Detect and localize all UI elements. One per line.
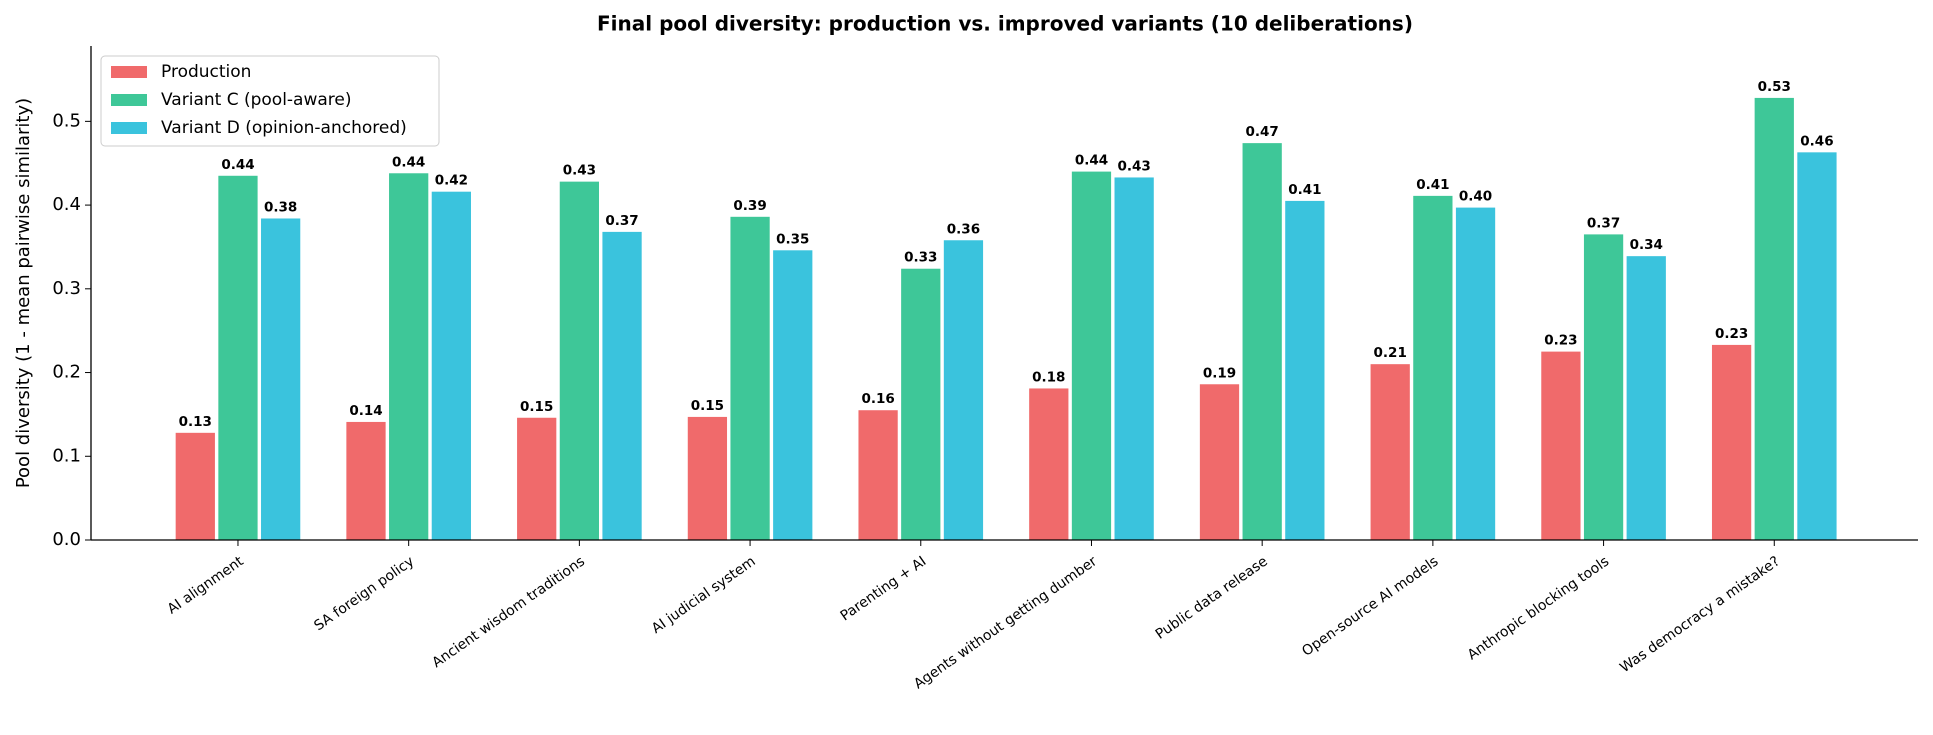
x-tick-label: Open-source AI models <box>1299 553 1441 659</box>
bar <box>1583 234 1624 540</box>
value-label: 0.16 <box>861 391 894 407</box>
value-label: 0.39 <box>733 198 766 214</box>
value-label: 0.37 <box>605 213 638 229</box>
x-tick-label: Anthropic blocking tools <box>1465 553 1612 663</box>
bar <box>858 410 898 540</box>
value-label: 0.13 <box>179 414 212 430</box>
value-label: 0.23 <box>1715 326 1748 342</box>
legend-label: Variant C (pool-aware) <box>161 90 352 110</box>
legend: Production Variant C (pool-aware) Variant … <box>100 55 440 147</box>
legend-swatch <box>111 94 147 106</box>
bar <box>1370 364 1410 540</box>
x-tick-label: AI judicial system <box>649 553 759 637</box>
bar <box>1114 177 1154 541</box>
value-label: 0.47 <box>1246 124 1279 140</box>
x-tick-label: SA foreign policy <box>311 553 417 634</box>
y-tick-label: 0.2 <box>52 362 81 383</box>
bar <box>1711 344 1752 540</box>
y-tick-label: 0.1 <box>52 445 81 466</box>
bar <box>1455 207 1496 540</box>
value-label: 0.44 <box>221 157 254 173</box>
bar <box>901 268 941 540</box>
value-label: 0.53 <box>1758 79 1791 95</box>
value-label: 0.14 <box>349 403 382 419</box>
value-label: 0.40 <box>1459 189 1492 205</box>
value-label: 0.36 <box>947 221 980 237</box>
value-label: 0.43 <box>563 163 596 179</box>
x-tick-label: Parenting + AI <box>838 553 930 624</box>
bar <box>687 416 728 540</box>
value-label: 0.46 <box>1800 133 1833 149</box>
bar <box>389 173 429 540</box>
value-label: 0.43 <box>1117 158 1150 174</box>
bar <box>261 218 301 540</box>
value-label: 0.37 <box>1587 215 1620 231</box>
bar <box>1029 388 1069 540</box>
bar <box>218 175 258 540</box>
legend-box <box>100 55 440 147</box>
value-label: 0.19 <box>1203 365 1236 381</box>
bar <box>1242 143 1282 540</box>
value-label: 0.33 <box>904 250 937 266</box>
y-tick-label: 0.0 <box>52 529 81 550</box>
value-label: 0.21 <box>1374 345 1407 361</box>
x-tick-label: AI alignment <box>165 553 247 617</box>
bar <box>346 421 386 540</box>
bar <box>1071 171 1112 541</box>
bar <box>559 181 600 540</box>
legend-label: Variant D (opinion-anchored) <box>161 118 407 138</box>
bar <box>1199 384 1240 540</box>
bar <box>175 432 215 540</box>
x-tick-label: Agents without getting dumber <box>911 553 1100 692</box>
x-tick-label: Public data release <box>1153 553 1271 642</box>
y-tick-label: 0.5 <box>52 110 81 131</box>
bar <box>1413 195 1453 540</box>
value-label: 0.42 <box>435 173 468 189</box>
legend-label: Production <box>161 62 251 82</box>
bar <box>1797 152 1837 541</box>
value-label: 0.35 <box>776 231 809 247</box>
bar <box>517 417 557 540</box>
value-label: 0.15 <box>691 398 724 414</box>
value-label: 0.23 <box>1544 333 1577 349</box>
bar <box>773 250 813 540</box>
value-label: 0.38 <box>264 199 297 215</box>
value-label: 0.18 <box>1032 369 1065 385</box>
bar <box>943 240 984 540</box>
bar <box>730 216 770 541</box>
bar <box>1754 97 1794 540</box>
bar <box>1285 200 1325 540</box>
value-label: 0.41 <box>1288 182 1321 198</box>
value-label: 0.15 <box>520 399 553 415</box>
x-tick-label: Ancient wisdom traditions <box>429 553 588 671</box>
y-axis-label: Pool diversity (1 - mean pairwise simila… <box>13 98 34 488</box>
value-label: 0.41 <box>1416 177 1449 193</box>
chart-title: Final pool diversity: production vs. imp… <box>597 12 1413 36</box>
x-tick-label: Was democracy a mistake? <box>1617 553 1783 676</box>
value-label: 0.34 <box>1630 237 1663 253</box>
bar <box>1626 256 1666 540</box>
value-label: 0.44 <box>392 154 425 170</box>
y-tick-label: 0.3 <box>52 278 81 299</box>
legend-swatch <box>111 122 147 134</box>
value-label: 0.44 <box>1075 153 1108 169</box>
y-tick-label: 0.4 <box>52 194 81 215</box>
bar <box>431 191 471 540</box>
bar <box>1541 351 1581 540</box>
legend-swatch <box>111 66 147 78</box>
bar <box>602 231 642 540</box>
